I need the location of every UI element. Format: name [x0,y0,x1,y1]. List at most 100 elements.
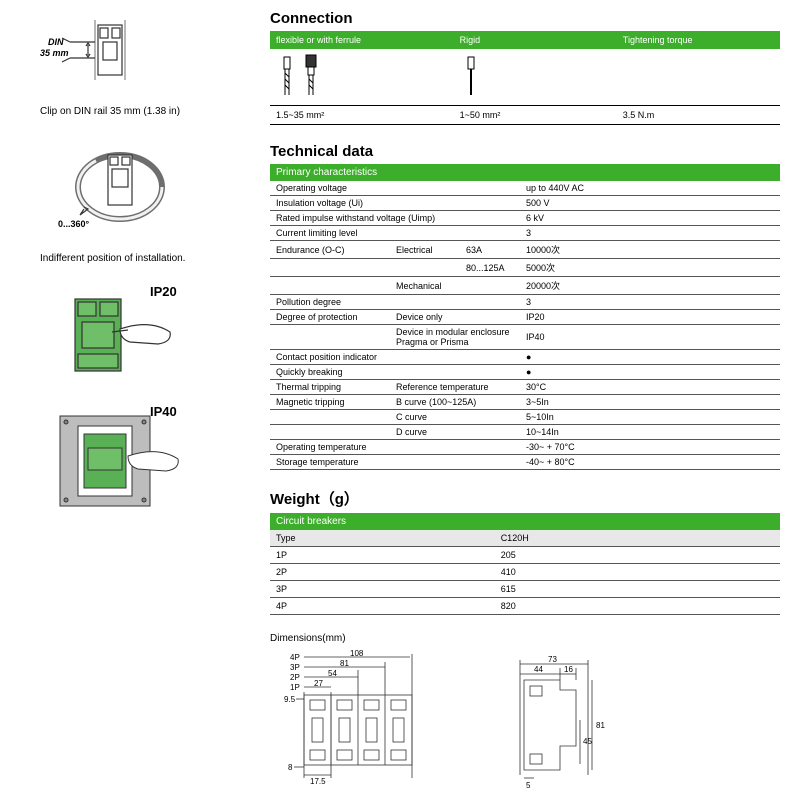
weight-cell: 2P [270,564,495,581]
din-label: DIN [48,37,64,47]
svg-text:16: 16 [564,665,573,674]
tech-value: 5000次 [520,259,780,277]
tech-label: Quickly breaking [270,365,520,380]
weight-cell: 4P [270,598,495,615]
weight-cell: 3P [270,581,495,598]
tech-sub1 [390,259,460,277]
svg-text:1P: 1P [290,683,300,692]
tech-sub1: Device in modular enclosure Pragma or Pr… [390,325,520,350]
tech-label [270,425,390,440]
tech-label: Rated impulse withstand voltage (Uimp) [270,211,520,226]
technical-table: Operating voltageup to 440V ACInsulation… [270,181,780,470]
tech-label [270,259,390,277]
tech-value: ● [520,350,780,365]
tech-value: 10~14In [520,425,780,440]
conn-v3: 3.5 N.m [617,106,780,125]
connection-table: flexible or with ferrule Rigid Tightenin… [270,31,780,125]
figure-ip40: IP40 [40,404,240,514]
technical-title: Technical data [270,143,780,160]
svg-text:17.5: 17.5 [310,777,326,786]
tech-sub1: D curve [390,425,520,440]
tech-value: 6 kV [520,211,780,226]
conn-v2: 1~50 mm² [454,106,617,125]
svg-text:3P: 3P [290,663,300,672]
conn-h3: Tightening torque [617,31,780,49]
tech-sub2: 80...125A [460,259,520,277]
weight-subheader: Circuit breakers [270,513,780,530]
svg-text:9.5: 9.5 [284,695,296,704]
tech-label: Contact position indicator [270,350,520,365]
svg-text:81: 81 [340,659,349,668]
fig2-caption: Indifferent position of installation. [40,253,240,264]
tech-value: 3~5In [520,395,780,410]
tech-label: Operating voltage [270,181,520,196]
svg-text:73: 73 [548,655,557,664]
tech-value: 20000次 [520,277,780,295]
tech-value: up to 440V AC [520,181,780,196]
tech-sub1: Mechanical [390,277,520,295]
tech-label: Insulation voltage (Ui) [270,196,520,211]
conn-h2: Rigid [454,31,617,49]
tech-sub2: 63A [460,241,520,259]
weight-table: TypeC120H1P2052P4103P6154P820 [270,530,780,615]
rigid-icon [460,53,490,101]
din-size: 35 mm [40,48,69,58]
svg-text:81: 81 [596,721,605,730]
tech-label: Degree of protection [270,310,390,325]
tech-value: 3 [520,226,780,241]
dimensions-drawing: 4P 108 3P 81 2P 54 1P 27 9.5 8 17.5 [270,650,690,790]
tech-value: IP40 [520,325,780,350]
weight-cell: 1P [270,547,495,564]
tech-value: 30°C [520,380,780,395]
weight-cell: 820 [495,598,780,615]
svg-text:54: 54 [328,669,337,678]
weight-header-cell: C120H [495,530,780,547]
tech-sub1: Electrical [390,241,460,259]
svg-text:5: 5 [526,781,531,790]
tech-label: Magnetic tripping [270,395,390,410]
weight-header-cell: Type [270,530,495,547]
conn-v1: 1.5~35 mm² [270,106,454,125]
weight-cell: 410 [495,564,780,581]
tech-value: ● [520,365,780,380]
svg-text:8: 8 [288,763,293,772]
svg-text:44: 44 [534,665,543,674]
tech-sub1: B curve (100~125A) [390,395,520,410]
tech-label [270,410,390,425]
tech-label: Pollution degree [270,295,520,310]
tech-value: -40~ + 80°C [520,455,780,470]
weight-title: Weight（g） [270,488,780,509]
tech-sub1: C curve [390,410,520,425]
dimensions-title: Dimensions(mm) [270,633,780,644]
tech-label: Thermal tripping [270,380,390,395]
tech-sub1: Reference temperature [390,380,520,395]
weight-cell: 615 [495,581,780,598]
tech-label [270,325,390,350]
figure-rotation: 0...360° Indifferent position of install… [40,137,240,264]
tech-value: 5~10In [520,410,780,425]
svg-text:2P: 2P [290,673,300,682]
ip40-label: IP40 [150,404,177,419]
figure-ip20: IP20 [40,284,240,384]
svg-text:27: 27 [314,679,323,688]
svg-text:4P: 4P [290,653,300,662]
angle-label: 0...360° [58,219,90,229]
tech-value: 3 [520,295,780,310]
fig1-caption: Clip on DIN rail 35 mm (1.38 in) [40,106,240,117]
svg-text:45: 45 [583,737,592,746]
ferrule-icons [276,53,336,101]
tech-label: Operating temperature [270,440,520,455]
svg-text:108: 108 [350,650,364,658]
weight-cell: 205 [495,547,780,564]
technical-subheader: Primary characteristics [270,164,780,181]
connection-title: Connection [270,10,780,27]
tech-label: Endurance (O-C) [270,241,390,259]
tech-sub1: Device only [390,310,520,325]
conn-h1: flexible or with ferrule [270,31,454,49]
tech-value: 500 V [520,196,780,211]
tech-label: Storage temperature [270,455,520,470]
tech-value: IP20 [520,310,780,325]
tech-value: -30~ + 70°C [520,440,780,455]
figure-din-rail: DIN 35 mm Clip on DIN rail 35 mm (1.38 i… [40,10,240,117]
ip20-label: IP20 [150,284,177,299]
